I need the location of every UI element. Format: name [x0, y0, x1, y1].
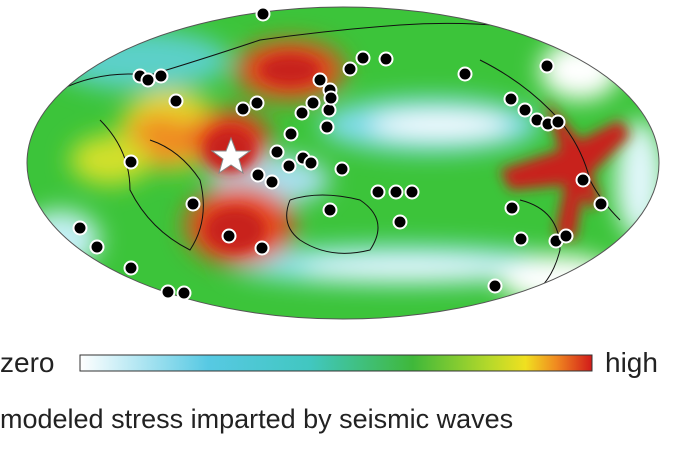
epicenter-star [210, 136, 252, 175]
map-outline [26, 6, 660, 320]
colorbar-low-label: zero [0, 347, 54, 378]
colorbar-high-label: high [605, 347, 658, 378]
earthquake-dots [72, 6, 609, 301]
colorbar [79, 354, 593, 372]
caption: modeled stress imparted by seismic waves [0, 404, 513, 434]
